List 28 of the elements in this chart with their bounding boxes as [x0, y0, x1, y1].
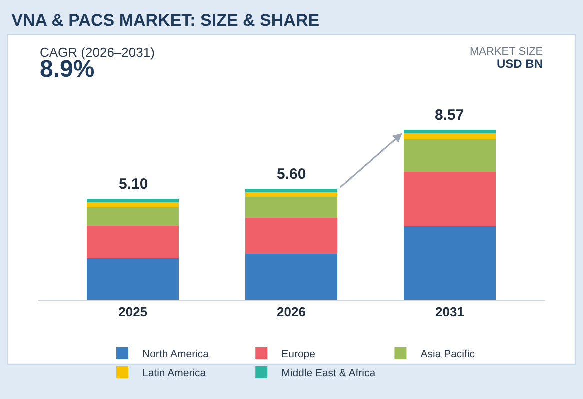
bar: [246, 254, 338, 300]
legend-label: Europe: [282, 348, 316, 361]
legend-label: Asia Pacific: [420, 348, 476, 361]
bar: [87, 207, 180, 226]
bar: [246, 197, 338, 218]
legend-label: Latin America: [142, 368, 206, 380]
bar: [87, 198, 180, 203]
bar: [404, 226, 496, 300]
bar: [246, 188, 338, 192]
bar: [246, 218, 338, 254]
bar: [87, 226, 180, 258]
x-tick-label: 2026: [277, 304, 306, 320]
chart-title: VNA & PACS MARKET: SIZE & SHARE: [12, 10, 320, 30]
text: MARKET SIZE: [470, 46, 544, 58]
bar: [246, 192, 338, 198]
annotation: 5.10: [119, 176, 148, 193]
legend-label: North America: [142, 348, 210, 361]
bar: [404, 139, 496, 172]
x-tick-label: 2031: [435, 304, 464, 320]
annotation: 5.60: [277, 166, 306, 183]
x-tick-label: 2025: [118, 304, 148, 320]
bar: [87, 258, 180, 300]
text: USD BN: [497, 57, 544, 71]
legend-label: Middle East & Africa: [282, 368, 376, 380]
annotation: 8.57: [435, 107, 464, 124]
bar: [404, 130, 496, 134]
bar: [87, 202, 180, 208]
bar: [404, 172, 496, 227]
